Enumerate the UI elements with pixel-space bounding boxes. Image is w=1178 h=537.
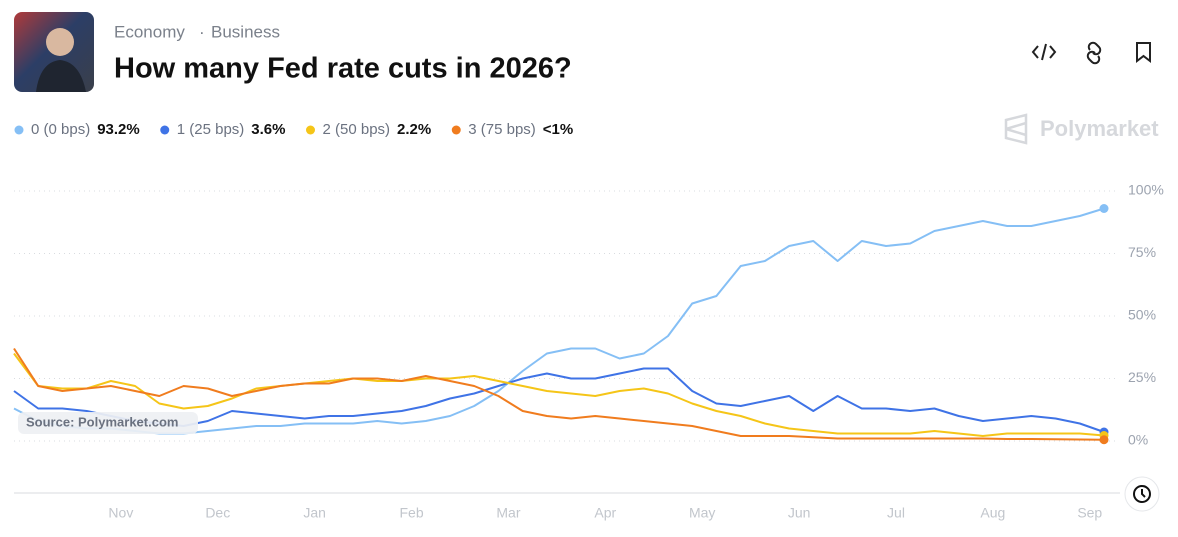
legend-swatch xyxy=(451,125,461,135)
y-tick-label: 50% xyxy=(1128,307,1156,323)
x-tick-label: Mar xyxy=(496,505,520,521)
series-line xyxy=(13,352,1105,437)
x-tick-label: Jan xyxy=(303,505,326,521)
x-tick-label: Apr xyxy=(594,505,616,521)
end-dot xyxy=(1099,435,1109,445)
x-tick-label: Nov xyxy=(108,505,133,521)
x-tick-label: Jul xyxy=(887,505,905,521)
icon-clock xyxy=(1133,485,1151,503)
market-image-body xyxy=(36,60,86,92)
tag[interactable]: Economy xyxy=(114,22,185,41)
plot: 0% 25% 50% 75% 100% Nov Dec Jan Feb Mar Apr May Jun J… xyxy=(13,182,1164,521)
x-tick-label: Feb xyxy=(399,505,423,521)
tag[interactable]: Business xyxy=(211,22,280,41)
icon-link[interactable] xyxy=(1086,41,1102,65)
legend-label: 0 (0 bps) xyxy=(31,121,90,138)
legend-swatch xyxy=(306,125,315,135)
icon-embed[interactable] xyxy=(1031,43,1057,61)
source-badge xyxy=(18,412,198,434)
series-line xyxy=(13,207,1105,435)
market-image-face xyxy=(46,28,74,56)
legend-swatch xyxy=(14,125,24,135)
series-line xyxy=(13,347,1105,441)
y-tick-label: 0% xyxy=(1128,432,1148,448)
brand-logo xyxy=(1004,113,1028,145)
legend-label: 1 (25 bps) xyxy=(177,121,245,138)
y-tick-label: 75% xyxy=(1128,244,1156,260)
end-dot xyxy=(1099,204,1109,213)
x-tick-label: May xyxy=(689,505,715,521)
brand: Polymarket xyxy=(1040,116,1159,141)
x-tick-label: Jun xyxy=(788,505,811,521)
legend-label: 3 (75 bps) xyxy=(468,121,536,138)
x-tick-label: Dec xyxy=(205,505,230,521)
source: Source: Polymarket.com xyxy=(26,414,178,429)
legend: 0 (0 bps) 93.2% 1 (25 bps) 3.6% 2 (50 bps) 2.… xyxy=(14,121,573,138)
legend-label: 2 (50 bps) xyxy=(323,121,391,138)
x-tick-label: Sep xyxy=(1077,505,1102,521)
legend-swatch xyxy=(160,125,170,135)
legend-value: 3.6% xyxy=(251,121,285,138)
tag-separator: · xyxy=(199,22,205,41)
legend-value: 93.2% xyxy=(97,121,140,138)
icon-bookmark[interactable] xyxy=(1136,42,1151,64)
x-tick-label: Aug xyxy=(980,505,1005,521)
legend-value: <1% xyxy=(543,121,573,138)
y-tick-label: 25% xyxy=(1128,369,1156,385)
y-tick-label: 100% xyxy=(1128,182,1164,198)
legend-value: 2.2% xyxy=(397,121,431,138)
market-title: How many Fed rate cuts in 2026? xyxy=(114,53,572,85)
